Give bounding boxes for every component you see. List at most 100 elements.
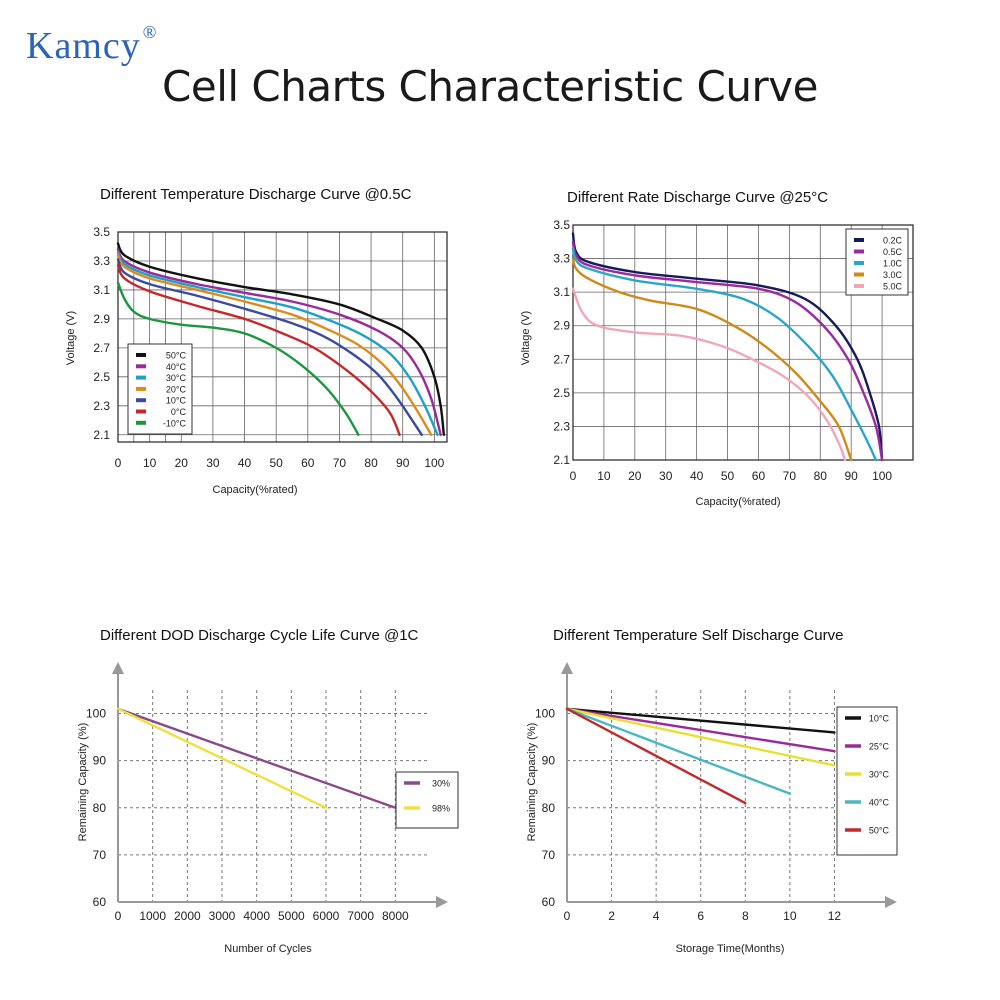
series-line-20°C — [116, 253, 433, 436]
legend-label: 1.0C — [883, 259, 903, 269]
y-tick-label: 2.9 — [93, 312, 110, 326]
x-tick-label: 2 — [608, 909, 615, 923]
series-line-30% — [116, 707, 397, 809]
y-axis-label: Voltage (V) — [520, 311, 532, 365]
y-tick-label: 3.1 — [93, 283, 110, 297]
x-tick-label: 50 — [269, 456, 283, 470]
legend-label: 40°C — [166, 362, 187, 372]
legend-label: 25°C — [869, 742, 890, 752]
chart-rate-discharge: Different Rate Discharge Curve @25°C 0 10 2… — [520, 189, 914, 508]
y-tick-label: 2.1 — [553, 453, 570, 467]
series-line-1.0C — [571, 247, 878, 462]
x-tick-label: 6000 — [313, 909, 340, 923]
y-tick-label: 70 — [542, 848, 556, 862]
y-tick-label: 100 — [535, 707, 555, 721]
x-tick-label: 2000 — [174, 909, 201, 923]
x-tick-label: 0 — [564, 909, 571, 923]
chart-title: Different Temperature Discharge Curve @0… — [100, 186, 412, 203]
x-tick-label: 90 — [845, 469, 859, 483]
x-tick-label: 80 — [364, 456, 378, 470]
series-line-0.2C — [571, 232, 884, 462]
y-tick-label: 2.7 — [553, 352, 570, 366]
x-tick-label: 4000 — [243, 909, 270, 923]
x-tick-label: 4 — [653, 909, 660, 923]
legend-label: 0°C — [171, 407, 187, 417]
x-tick-label: 0 — [115, 456, 122, 470]
series-line-0°C — [116, 264, 401, 436]
y-tick-label: 70 — [93, 848, 107, 862]
x-tick-label: 7000 — [347, 909, 374, 923]
series-line-10°C — [565, 707, 836, 734]
x-tick-label: 8000 — [382, 909, 409, 923]
x-tick-label: 40 — [238, 456, 252, 470]
legend-label: 40°C — [869, 798, 890, 808]
x-tick-label: 10 — [143, 456, 157, 470]
y-tick-label: 2.5 — [93, 370, 110, 384]
legend-label: 20°C — [166, 384, 187, 394]
y-axis-arrow — [112, 662, 124, 674]
legend-label: 30°C — [166, 373, 187, 383]
legend-label: 98% — [432, 804, 450, 814]
y-tick-label: 90 — [542, 754, 556, 768]
x-tick-label: 0 — [115, 909, 122, 923]
y-tick-label: 3.5 — [553, 218, 570, 232]
plot-frame — [572, 224, 914, 461]
y-tick-label: 60 — [542, 895, 556, 909]
x-tick-label: 40 — [690, 469, 704, 483]
y-tick-label: 2.1 — [93, 428, 110, 442]
x-tick-label: 12 — [828, 909, 842, 923]
series-line-0.5C — [571, 240, 884, 462]
x-tick-label: 10 — [597, 469, 611, 483]
chart-temp-self-discharge: Different Temperature Self Discharge Cur… — [526, 627, 898, 955]
x-axis-label: Storage Time(Months) — [676, 943, 785, 955]
series-line-30°C — [116, 251, 439, 436]
x-tick-label: 100 — [872, 469, 892, 483]
y-axis-label: Remaining Capacity (%) — [526, 723, 538, 842]
series-line-25°C — [565, 707, 836, 753]
y-tick-label: 80 — [542, 801, 556, 815]
x-tick-label: 60 — [301, 456, 315, 470]
x-axis-label: Capacity(%rated) — [213, 484, 298, 496]
page-title: Cell Charts Characteristic Curve — [162, 62, 818, 111]
x-tick-label: 30 — [659, 469, 673, 483]
y-tick-label: 2.9 — [553, 319, 570, 333]
x-axis-arrow — [436, 896, 448, 908]
x-tick-label: 70 — [333, 456, 347, 470]
chart-temp-discharge: Different Temperature Discharge Curve @0… — [65, 186, 448, 496]
y-tick-label: 3.5 — [93, 225, 110, 239]
series-line-5.0C — [571, 287, 847, 462]
x-tick-label: 80 — [814, 469, 828, 483]
series-line-50°C — [565, 707, 747, 805]
legend-label: 10°C — [869, 714, 890, 724]
legend-label: 10°C — [166, 396, 187, 406]
brand-logo: Kamcy ® — [26, 22, 158, 68]
x-tick-label: 70 — [783, 469, 797, 483]
x-tick-label: 100 — [424, 456, 444, 470]
x-tick-label: 6 — [697, 909, 704, 923]
x-tick-label: 1000 — [139, 909, 166, 923]
series-line-40°C — [116, 248, 442, 436]
legend-label: -10°C — [163, 418, 187, 428]
brand-name: Kamcy — [26, 25, 141, 67]
x-tick-label: 5000 — [278, 909, 305, 923]
x-axis-label: Number of Cycles — [224, 943, 312, 955]
series-line-50°C — [116, 242, 446, 436]
series-line--10°C — [116, 281, 360, 436]
registered-mark: ® — [142, 22, 158, 43]
y-tick-label: 2.3 — [553, 419, 570, 433]
legend-label: 0.5C — [883, 247, 903, 257]
x-tick-label: 20 — [628, 469, 642, 483]
legend-label: 50°C — [869, 826, 890, 836]
chart-dod-cycle-life: Different DOD Discharge Cycle Life Curve… — [77, 627, 459, 955]
legend-label: 30°C — [869, 770, 890, 780]
x-tick-label: 20 — [175, 456, 189, 470]
series-line-30°C — [565, 707, 836, 767]
legend-label: 30% — [432, 779, 450, 789]
y-tick-label: 3.1 — [553, 285, 570, 299]
y-axis-label: Voltage (V) — [65, 311, 77, 365]
x-tick-label: 10 — [783, 909, 797, 923]
legend-label: 50°C — [166, 351, 187, 361]
y-tick-label: 100 — [86, 707, 106, 721]
plot-frame — [117, 231, 448, 443]
